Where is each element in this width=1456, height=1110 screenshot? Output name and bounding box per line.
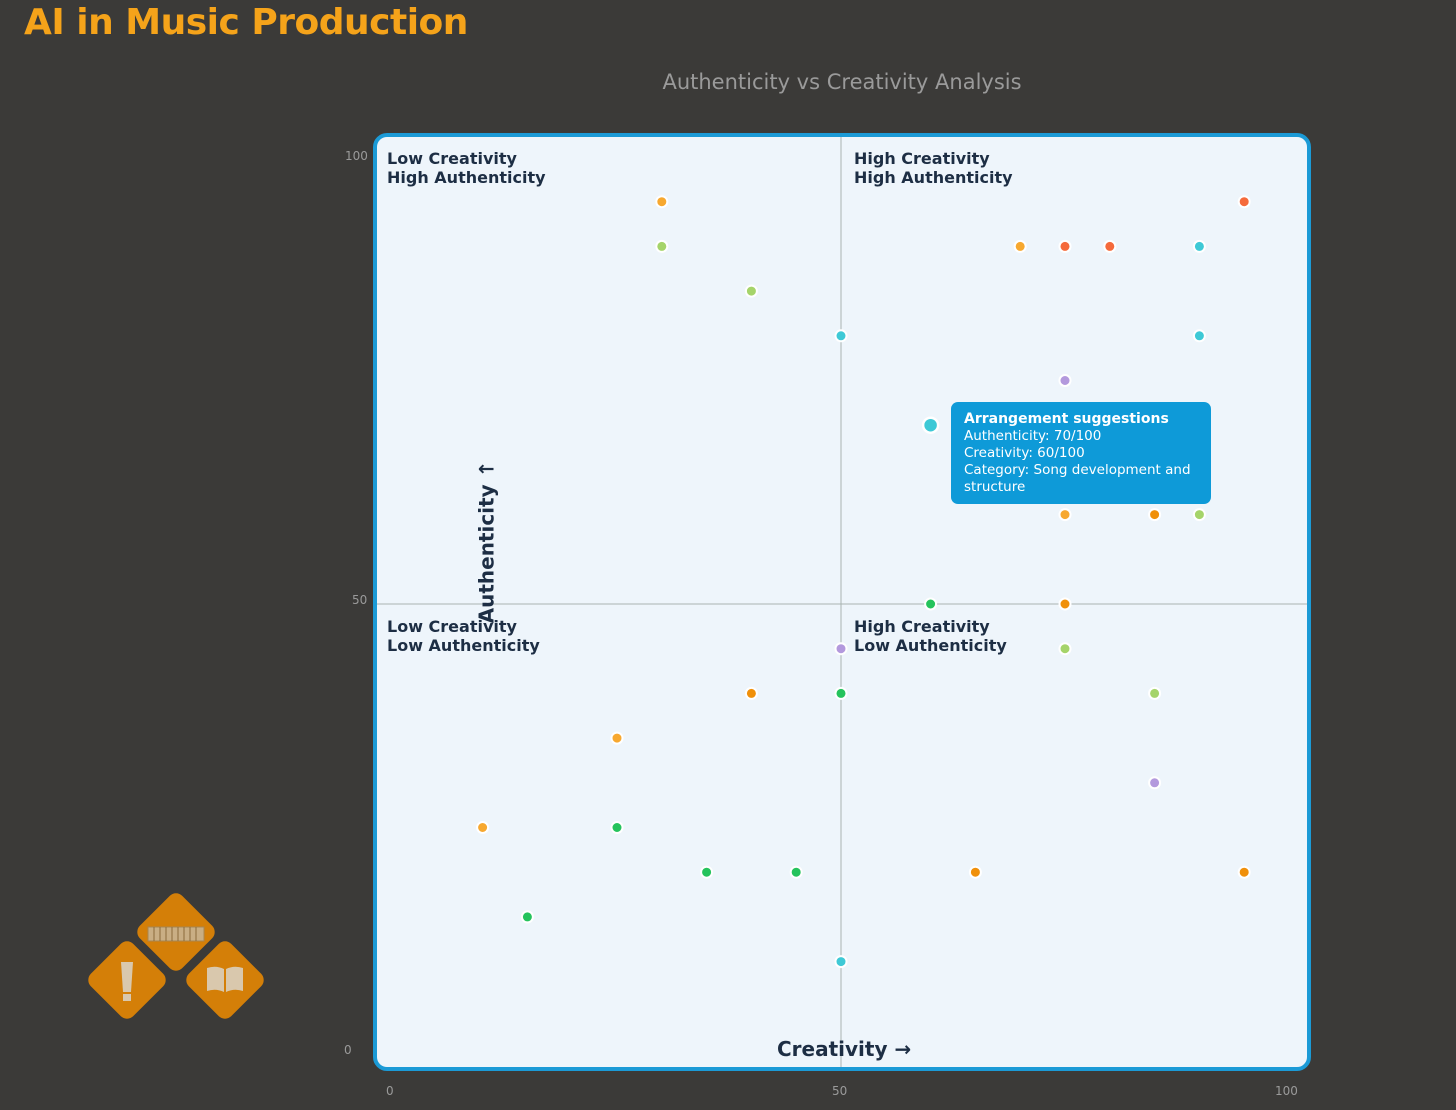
data-point[interactable]	[924, 597, 938, 611]
data-point[interactable]	[700, 865, 714, 879]
data-point[interactable]	[1192, 329, 1206, 343]
y-tick-50: 50	[352, 593, 368, 607]
point-tooltip: Arrangement suggestions Authenticity: 70…	[951, 402, 1211, 504]
tooltip-authenticity: Authenticity: 70/100	[964, 428, 1102, 444]
y-tick-100: 100	[345, 149, 368, 163]
data-point[interactable]	[744, 284, 758, 298]
quadrant-label-top-left: Low Creativity High Authenticity	[387, 149, 546, 187]
data-point[interactable]	[789, 865, 803, 879]
x-tick-0: 0	[386, 1084, 394, 1098]
quadrant-label-bottom-right: High Creativity Low Authenticity	[854, 617, 1007, 655]
quadrant-label-top-right: High Creativity High Authenticity	[854, 149, 1013, 187]
data-point[interactable]	[476, 821, 490, 834]
data-point[interactable]	[1013, 239, 1027, 253]
plot-area: Low Creativity High Authenticity High Cr…	[373, 133, 1311, 1071]
data-point[interactable]	[1148, 508, 1162, 522]
data-point[interactable]	[1237, 865, 1251, 879]
data-point[interactable]	[1058, 374, 1072, 387]
data-point[interactable]	[1148, 776, 1162, 790]
data-point[interactable]	[655, 239, 669, 253]
open-book-icon	[186, 941, 264, 1019]
data-point[interactable]	[610, 821, 624, 834]
x-axis-label: Creativity →	[777, 1037, 912, 1061]
y-axis-label: Authenticity ↑	[474, 460, 499, 624]
data-point[interactable]	[1058, 239, 1072, 253]
data-point[interactable]	[1237, 195, 1251, 209]
data-point[interactable]	[1148, 686, 1162, 700]
x-tick-50: 50	[832, 1084, 848, 1098]
data-point[interactable]	[834, 642, 848, 656]
data-point[interactable]	[1192, 239, 1206, 253]
quadrant-label-bottom-left: Low Creativity Low Authenticity	[387, 617, 540, 655]
chart-title: Authenticity vs Creativity Analysis	[662, 70, 1022, 94]
data-point[interactable]	[1058, 642, 1072, 656]
data-point[interactable]	[1058, 597, 1072, 611]
data-point[interactable]	[834, 686, 848, 700]
data-point[interactable]	[968, 865, 982, 879]
x-tick-100: 100	[1275, 1084, 1298, 1098]
data-point[interactable]	[1103, 239, 1117, 253]
tooltip-creativity: Creativity: 60/100	[964, 445, 1085, 461]
data-point[interactable]	[744, 686, 758, 700]
keyboard-icon	[137, 893, 215, 971]
data-point[interactable]	[1192, 508, 1206, 522]
tooltip-title: Arrangement suggestions	[964, 411, 1169, 427]
paint-tube-icon	[88, 941, 166, 1019]
data-point[interactable]	[834, 955, 848, 969]
y-tick-0: 0	[344, 1043, 352, 1057]
data-point[interactable]	[610, 731, 624, 745]
data-point[interactable]	[655, 195, 669, 209]
music-logo	[80, 888, 276, 1034]
data-point[interactable]	[1058, 508, 1072, 522]
scatter-plot	[377, 137, 1307, 1067]
tooltip-category: Category: Song development and structure	[964, 462, 1191, 495]
data-point[interactable]	[520, 910, 534, 924]
data-point[interactable]	[834, 329, 848, 343]
data-point-highlighted[interactable]	[921, 416, 940, 434]
page-title: AI in Music Production	[24, 2, 468, 43]
